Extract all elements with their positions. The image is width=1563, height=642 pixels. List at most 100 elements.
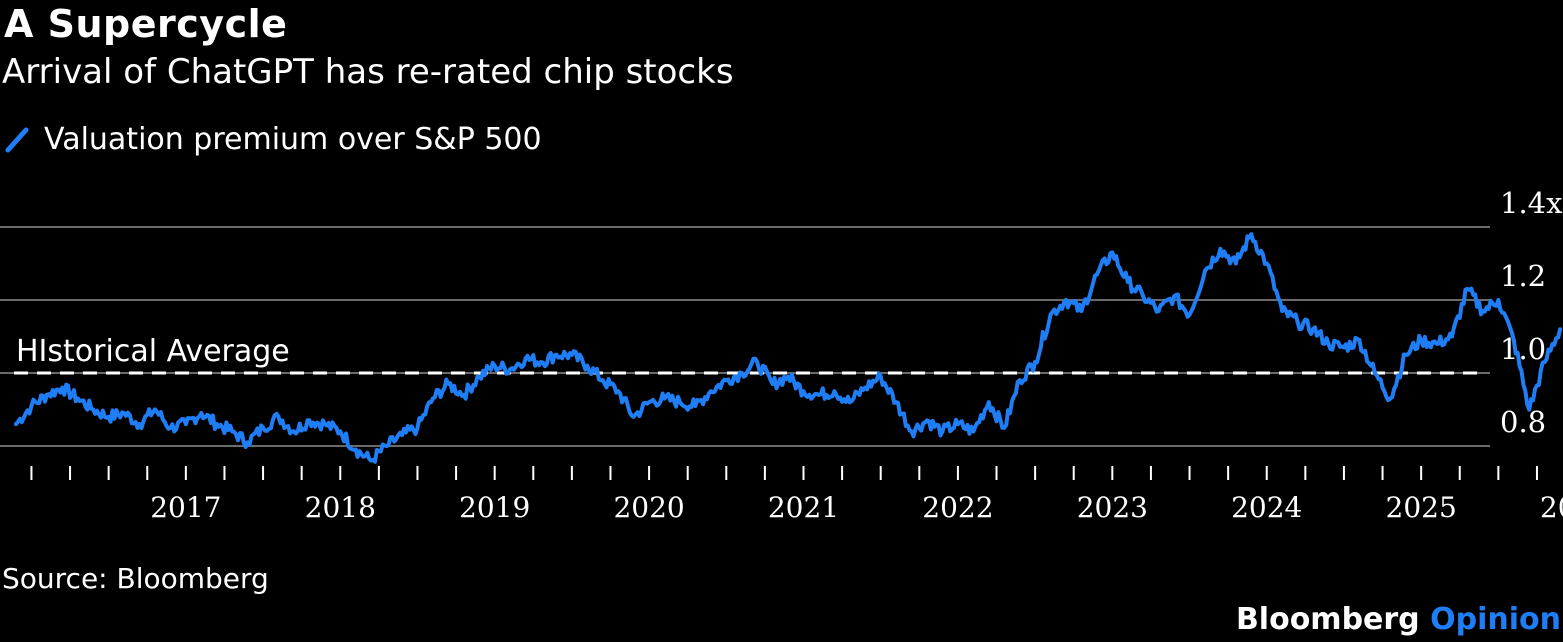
data-point: [801, 389, 806, 394]
data-point: [1033, 360, 1038, 365]
data-point: [291, 429, 296, 434]
data-point: [75, 396, 80, 401]
data-point: [677, 400, 682, 405]
data-point: [492, 363, 497, 368]
data-point: [261, 425, 266, 430]
data-point: [1156, 308, 1161, 313]
data-point: [631, 414, 636, 419]
data-point: [1419, 338, 1424, 343]
data-point: [1465, 287, 1470, 292]
data-point: [245, 440, 250, 445]
data-point: [1094, 272, 1099, 277]
data-point: [400, 433, 405, 438]
data-point: [847, 400, 852, 405]
x-tick-label: 2019: [459, 491, 530, 524]
data-point: [940, 429, 945, 434]
data-point: [755, 360, 760, 365]
data-point: [1341, 345, 1346, 350]
data-point: [1187, 312, 1192, 317]
data-point: [1218, 246, 1223, 251]
x-tick-label: 2021: [768, 491, 839, 524]
y-tick-label: 1.4x: [1500, 186, 1562, 220]
data-point: [183, 422, 188, 427]
data-point: [1542, 360, 1547, 365]
data-point: [1249, 232, 1254, 237]
data-point: [1480, 308, 1485, 313]
data-point: [863, 385, 868, 390]
data-point: [693, 403, 698, 408]
data-point: [1064, 298, 1068, 302]
data-point: [461, 392, 466, 397]
data-point: [955, 422, 960, 427]
data-point: [1357, 338, 1362, 343]
data-point: [1434, 341, 1439, 346]
data-point: [230, 429, 235, 434]
source-note: Source: Bloomberg: [2, 562, 269, 595]
legend: Valuation premium over S&P 500: [4, 122, 542, 157]
data-point: [14, 422, 18, 427]
y-axis: 0.8 1.0 1.2 1.4x: [1500, 186, 1562, 439]
data-point: [415, 425, 420, 430]
data-point: [430, 396, 435, 401]
data-point: [276, 414, 281, 419]
data-point: [724, 378, 729, 383]
y-tick-label: 1.2: [1500, 259, 1546, 293]
data-point: [770, 381, 775, 386]
y-tick-label: 0.8: [1500, 405, 1546, 439]
data-point: [878, 374, 883, 379]
data-point: [708, 389, 713, 394]
data-point: [554, 352, 559, 357]
chart-title: A Supercycle: [4, 2, 288, 46]
data-point: [569, 352, 574, 357]
data-point: [152, 407, 157, 412]
x-tick-label: 2023: [1077, 491, 1148, 524]
chart-subtitle: Arrival of ChatGPT has re-rated chip sto…: [2, 52, 734, 92]
data-point: [925, 418, 930, 423]
legend-label: Valuation premium over S&P 500: [44, 122, 542, 157]
historical-average-label: HIstorical Average: [16, 334, 290, 369]
brand-main: Bloomberg: [1235, 602, 1420, 637]
reference-line-group: HIstorical Average: [14, 334, 1478, 375]
data-point: [168, 425, 173, 430]
data-point: [477, 374, 482, 379]
data-point: [1403, 352, 1408, 357]
data-point: [60, 385, 65, 390]
data-point: [523, 356, 528, 361]
data-point: [1125, 279, 1130, 284]
data-point: [816, 392, 821, 397]
x-tick-label: 2025: [1386, 491, 1457, 524]
data-point: [539, 360, 543, 365]
data-point: [1264, 261, 1269, 266]
data-point: [1048, 312, 1053, 317]
data-point: [338, 429, 343, 434]
data-point: [616, 389, 621, 394]
data-point: [971, 429, 976, 434]
data-point: [369, 458, 374, 463]
data-point: [1388, 396, 1393, 401]
data-point: [1311, 327, 1316, 332]
data-point: [353, 447, 358, 452]
data-point: [307, 418, 312, 423]
data-point: [1527, 407, 1532, 412]
data-point: [585, 363, 590, 368]
brand-logo: Bloomberg Opinion: [1236, 602, 1561, 637]
series-group: [14, 232, 1563, 464]
data-point: [1326, 341, 1331, 346]
legend-swatch-icon: [5, 127, 29, 152]
data-point: [1141, 294, 1146, 299]
data-point: [1372, 371, 1377, 375]
data-point: [600, 378, 605, 383]
data-point: [214, 422, 219, 427]
data-point: [1233, 261, 1238, 266]
x-tick-label: 2020: [613, 491, 684, 524]
data-point: [106, 414, 111, 419]
data-point: [986, 400, 991, 405]
data-point: [137, 422, 142, 427]
data-point: [909, 429, 914, 434]
data-point: [199, 411, 204, 416]
data-point: [1002, 425, 1007, 430]
data-point: [384, 444, 389, 448]
data-point: [1450, 334, 1455, 339]
x-tick-label: 2026: [1540, 491, 1563, 524]
